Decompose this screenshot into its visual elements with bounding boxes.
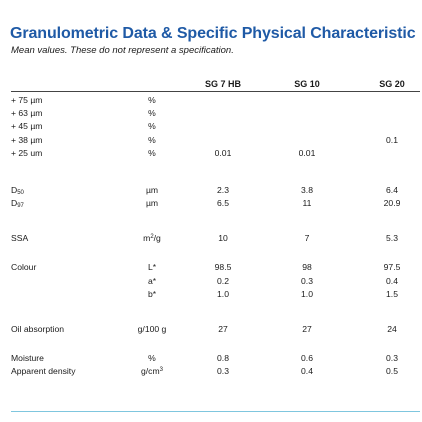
- table-cell: 0.1: [386, 135, 398, 145]
- table-cell: 10: [218, 233, 228, 243]
- table-cell: 11: [302, 198, 312, 208]
- table-cell: 0.01: [214, 148, 232, 158]
- table-cell: 0.3: [386, 353, 398, 363]
- header-divider: [11, 91, 420, 92]
- column-header: SG 7 HB: [204, 79, 242, 89]
- table-cell: 5.3: [386, 233, 398, 243]
- row-unit: %: [148, 121, 156, 131]
- table-cell: 7: [304, 233, 310, 243]
- table-cell: 0.8: [217, 353, 229, 363]
- row-unit: L*: [147, 262, 157, 272]
- table-cell: 0.01: [298, 148, 316, 158]
- table-cell: 27: [218, 324, 228, 334]
- row-unit: µm: [145, 185, 159, 195]
- row-label: D97: [11, 198, 24, 209]
- table-cell: 1.5: [386, 289, 398, 299]
- row-unit: g/cm3: [141, 366, 163, 376]
- row-label: Apparent density: [11, 366, 76, 376]
- table-cell: 0.4: [301, 366, 313, 376]
- table-cell: 2.3: [217, 185, 229, 195]
- table-cell: 6.5: [217, 198, 229, 208]
- table-cell: 0.6: [301, 353, 313, 363]
- row-unit: a*: [147, 276, 157, 286]
- page-subtitle: Mean values. These do not represent a sp…: [11, 45, 234, 56]
- row-label: + 45 µm: [11, 121, 43, 131]
- table-cell: 24: [387, 324, 397, 334]
- table-cell: 3.8: [301, 185, 313, 195]
- row-unit: %: [148, 353, 156, 363]
- row-label: + 63 µm: [11, 108, 43, 118]
- row-label: Oil absorption: [11, 324, 65, 334]
- table-cell: 0.2: [217, 276, 229, 286]
- row-unit: %: [148, 148, 156, 158]
- table-cell: 97.5: [383, 262, 401, 272]
- table-cell: 0.5: [386, 366, 398, 376]
- footer-divider: [11, 411, 420, 412]
- row-unit: %: [148, 135, 156, 145]
- table-cell: 98.5: [214, 262, 232, 272]
- row-label: + 75 µm: [11, 95, 43, 105]
- row-unit: g/100 g: [137, 324, 167, 334]
- row-label: Colour: [11, 262, 37, 272]
- row-unit: %: [148, 95, 156, 105]
- row-label: SSA: [11, 233, 29, 243]
- table-cell: 98: [302, 262, 312, 272]
- row-label: D50: [11, 185, 24, 196]
- table-cell: 0.3: [301, 276, 313, 286]
- table-cell: 6.4: [386, 185, 398, 195]
- row-unit: m2/g: [143, 233, 161, 243]
- row-unit: µm: [145, 198, 159, 208]
- table-cell: 1.0: [301, 289, 313, 299]
- row-label: + 38 µm: [11, 135, 43, 145]
- table-cell: 27: [302, 324, 312, 334]
- table-cell: 1.0: [217, 289, 229, 299]
- column-header: SG 20: [379, 79, 405, 89]
- table-cell: 0.4: [386, 276, 398, 286]
- row-unit: b*: [147, 289, 157, 299]
- row-unit: %: [148, 108, 156, 118]
- page-title: Granulometric Data & Specific Physical C…: [10, 25, 416, 42]
- row-label: Moisture: [11, 353, 44, 363]
- table-cell: 20.9: [383, 198, 401, 208]
- table-cell: 0.3: [217, 366, 229, 376]
- column-header: SG 10: [294, 79, 320, 89]
- row-label: + 25 um: [11, 148, 43, 158]
